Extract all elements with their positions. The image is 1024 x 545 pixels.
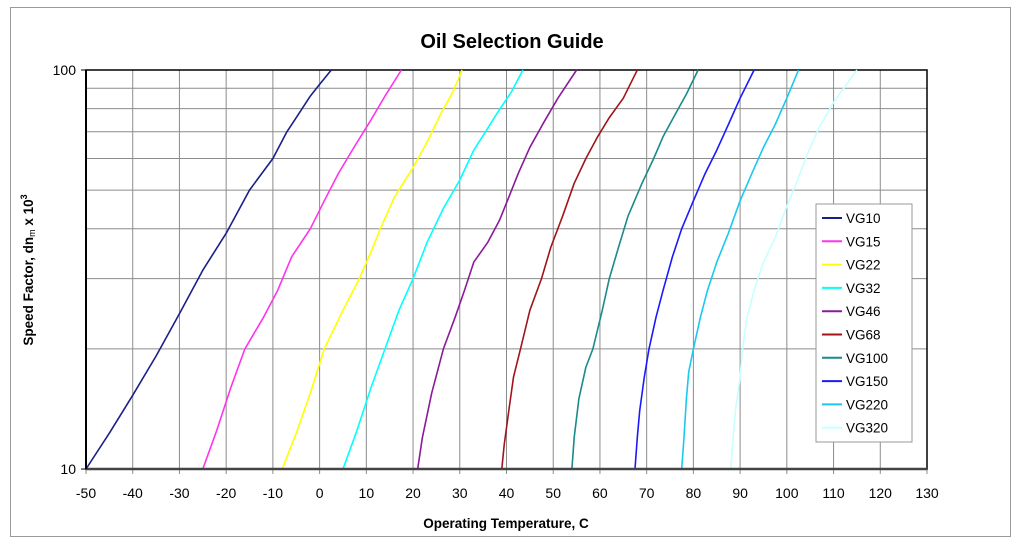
x-axis-ticks: -50 -40 -30 -20 -10 0 10 20 30 40 50 60 70 80 90 100 110… [76, 485, 939, 501]
series-line-vg150 [634, 69, 755, 470]
legend-label: VG220 [846, 397, 888, 412]
x-tick-label: -10 [263, 485, 283, 501]
y-axis-label-subscript: m [27, 229, 37, 237]
y-axis-label-superscript: 3 [19, 194, 29, 199]
series-line-vg320 [730, 69, 858, 470]
y-tick-label: 10 [60, 461, 76, 477]
grid-lines [85, 70, 928, 474]
legend-label: VG68 [846, 328, 881, 343]
x-tick-label: -30 [169, 485, 189, 501]
x-tick-label: 30 [452, 485, 468, 501]
series-line-vg100 [571, 69, 699, 470]
legend-item-vg150: VG150 [822, 374, 888, 389]
series-line-vg15 [202, 69, 403, 470]
x-tick-label: 90 [732, 485, 748, 501]
legend-label: VG320 [846, 421, 888, 436]
legend-item-vg32: VG32 [822, 281, 881, 296]
legend-item-vg10: VG10 [822, 211, 881, 226]
legend: VG10 VG15 VG22 VG32 VG46 VG68 VG100 VG150 VG220 V… [815, 203, 913, 443]
legend-item-vg15: VG15 [822, 234, 881, 249]
y-tick-label: 100 [53, 62, 77, 78]
x-axis-label: Operating Temperature, C [423, 516, 589, 531]
legend-item-vg46: VG46 [822, 304, 881, 319]
x-tick-label: -40 [123, 485, 143, 501]
legend-item-vg68: VG68 [822, 328, 881, 343]
series-lines [85, 69, 858, 470]
x-tick-label: 120 [869, 485, 893, 501]
x-tick-label: 0 [316, 485, 324, 501]
y-axis-label-mid: x 10 [21, 199, 36, 229]
legend-item-vg220: VG220 [822, 397, 888, 412]
series-line-vg220 [680, 69, 800, 470]
x-tick-label: 130 [915, 485, 939, 501]
series-line-vg22 [281, 69, 463, 470]
x-tick-label: 70 [639, 485, 655, 501]
x-tick-label: 80 [686, 485, 702, 501]
legend-label: VG46 [846, 304, 881, 319]
x-tick-label: 40 [499, 485, 515, 501]
x-tick-label: 100 [775, 485, 799, 501]
series-line-vg46 [416, 69, 578, 470]
series-line-vg68 [501, 69, 639, 470]
y-axis-label: Speed Factor, dnm x 103 [19, 194, 37, 345]
legend-label: VG150 [846, 374, 888, 389]
x-tick-label: 10 [359, 485, 375, 501]
x-tick-label: 50 [545, 485, 561, 501]
series-line-vg10 [85, 69, 332, 470]
x-tick-label: -50 [76, 485, 96, 501]
x-tick-label: 60 [592, 485, 608, 501]
series-line-vg32 [342, 69, 524, 470]
legend-label: VG22 [846, 258, 881, 273]
chart-title: Oil Selection Guide [420, 31, 603, 53]
legend-box [815, 203, 913, 443]
x-tick-label: -20 [216, 485, 236, 501]
legend-label: VG100 [846, 351, 888, 366]
legend-item-vg320: VG320 [822, 421, 888, 436]
legend-item-vg100: VG100 [822, 351, 888, 366]
y-axis-ticks: 10 100 [53, 62, 86, 477]
y-axis-label-main: Speed Factor, dn [21, 237, 36, 346]
legend-label: VG15 [846, 234, 881, 249]
legend-label: VG10 [846, 211, 881, 226]
x-tick-label: 110 [822, 485, 845, 501]
x-tick-label: 20 [405, 485, 421, 501]
legend-label: VG32 [846, 281, 881, 296]
legend-item-vg22: VG22 [822, 258, 881, 273]
